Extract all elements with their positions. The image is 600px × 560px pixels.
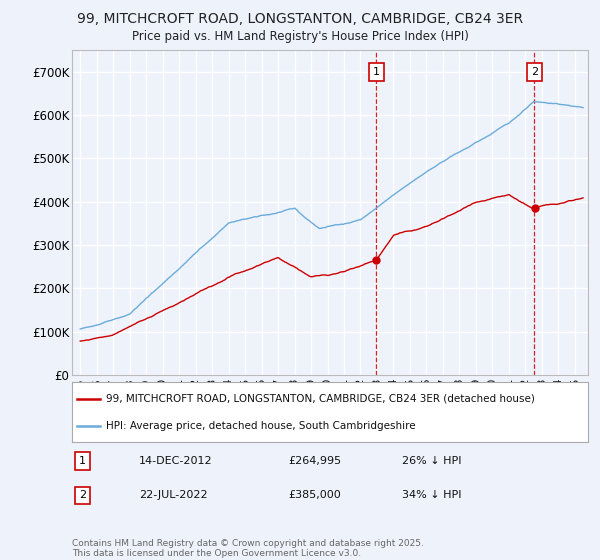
Text: HPI: Average price, detached house, South Cambridgeshire: HPI: Average price, detached house, Sout… [106, 421, 415, 431]
Text: 2: 2 [79, 491, 86, 501]
Text: 26% ↓ HPI: 26% ↓ HPI [402, 456, 462, 466]
Text: 2: 2 [531, 67, 538, 77]
Text: Contains HM Land Registry data © Crown copyright and database right 2025.
This d: Contains HM Land Registry data © Crown c… [72, 539, 424, 558]
Text: 99, MITCHCROFT ROAD, LONGSTANTON, CAMBRIDGE, CB24 3ER: 99, MITCHCROFT ROAD, LONGSTANTON, CAMBRI… [77, 12, 523, 26]
Text: 34% ↓ HPI: 34% ↓ HPI [402, 491, 462, 501]
Text: Price paid vs. HM Land Registry's House Price Index (HPI): Price paid vs. HM Land Registry's House … [131, 30, 469, 43]
Text: 14-DEC-2012: 14-DEC-2012 [139, 456, 213, 466]
Text: £264,995: £264,995 [289, 456, 342, 466]
Text: 99, MITCHCROFT ROAD, LONGSTANTON, CAMBRIDGE, CB24 3ER (detached house): 99, MITCHCROFT ROAD, LONGSTANTON, CAMBRI… [106, 394, 535, 404]
Text: 1: 1 [79, 456, 86, 466]
Text: £385,000: £385,000 [289, 491, 341, 501]
Text: 22-JUL-2022: 22-JUL-2022 [139, 491, 208, 501]
Text: 1: 1 [373, 67, 380, 77]
